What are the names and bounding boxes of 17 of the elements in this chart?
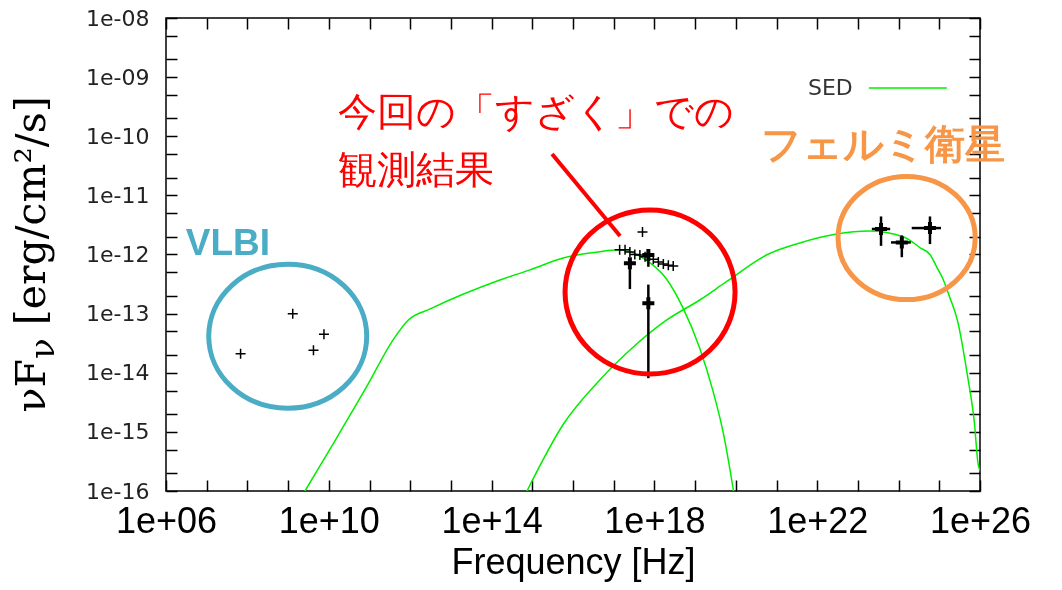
y-tick-label: 1e-13 — [86, 301, 150, 327]
x-tick-label: 1e+10 — [278, 499, 380, 541]
y-tick-label: 1e-09 — [86, 64, 150, 90]
legend-label: SED — [808, 75, 853, 100]
x-axis-title: Frequency [Hz] — [451, 540, 696, 582]
y-tick-label: 1e-14 — [86, 360, 150, 386]
x-tick-label: 1e+26 — [929, 499, 1032, 541]
y-tick-label: 1e-08 — [86, 5, 150, 31]
y-tick-label: 1e-11 — [86, 182, 150, 208]
annotation: 今回の「すざく」での観測結果 — [338, 89, 736, 193]
y-tick-label: 1e-12 — [86, 242, 150, 267]
x-tick-label: 1e+22 — [767, 499, 869, 541]
x-tick-label: 1e+18 — [604, 499, 706, 541]
x-tick-label: 1e+14 — [441, 499, 543, 541]
y-tick-label: 1e-10 — [86, 123, 150, 149]
y-tick-label: 1e-15 — [86, 419, 150, 445]
annotation: VLBI — [185, 220, 271, 265]
